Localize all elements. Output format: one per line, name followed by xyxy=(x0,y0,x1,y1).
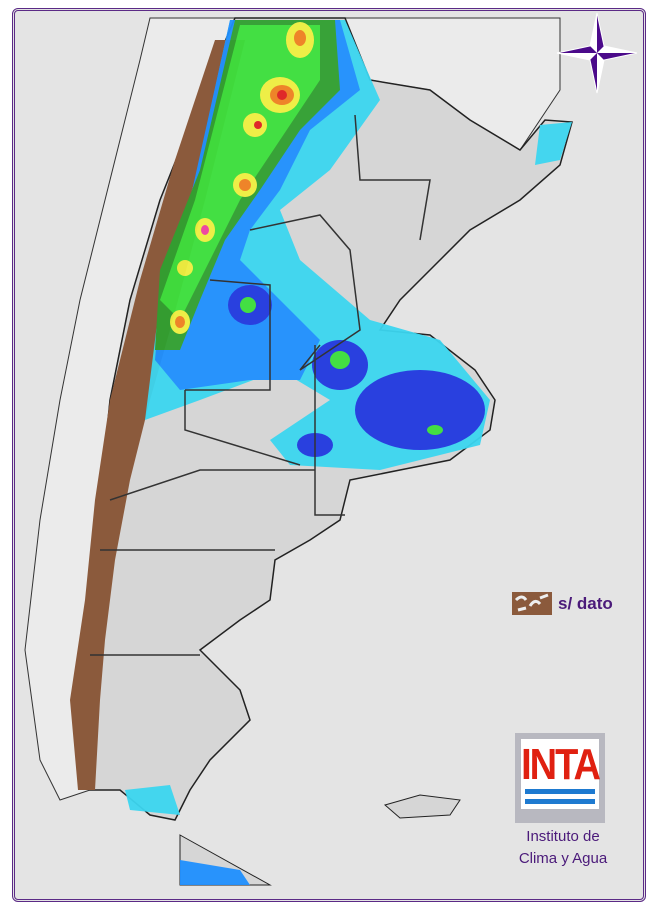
no-data-label: s/ dato xyxy=(558,593,613,613)
no-data-swatch xyxy=(512,592,552,615)
compass-rose-icon xyxy=(556,12,638,94)
precip-tdf-blue xyxy=(180,860,250,885)
precip-dark-blue xyxy=(355,370,485,450)
institute-line-1: Instituto de xyxy=(526,828,600,845)
logo-bar xyxy=(525,799,595,804)
legend: s/ dato xyxy=(512,592,613,615)
malvinas-islands xyxy=(383,794,461,819)
inta-logo: INTA xyxy=(515,733,605,823)
precip-green-spot xyxy=(330,351,350,369)
precip-green-spot xyxy=(240,297,256,313)
precip-red xyxy=(254,90,287,129)
province-borders xyxy=(90,114,431,656)
precip-green-spot xyxy=(427,425,443,435)
institute-line-2: Clima y Agua xyxy=(518,850,608,867)
precip-misiones xyxy=(535,122,572,165)
precip-pink xyxy=(201,225,209,235)
no-data-region xyxy=(70,40,245,790)
institute-name: Instituto de Clima y Agua xyxy=(498,826,628,870)
precip-south-blue xyxy=(125,785,180,815)
inta-logo-text: INTA xyxy=(521,741,601,790)
logo-bar xyxy=(525,789,595,794)
